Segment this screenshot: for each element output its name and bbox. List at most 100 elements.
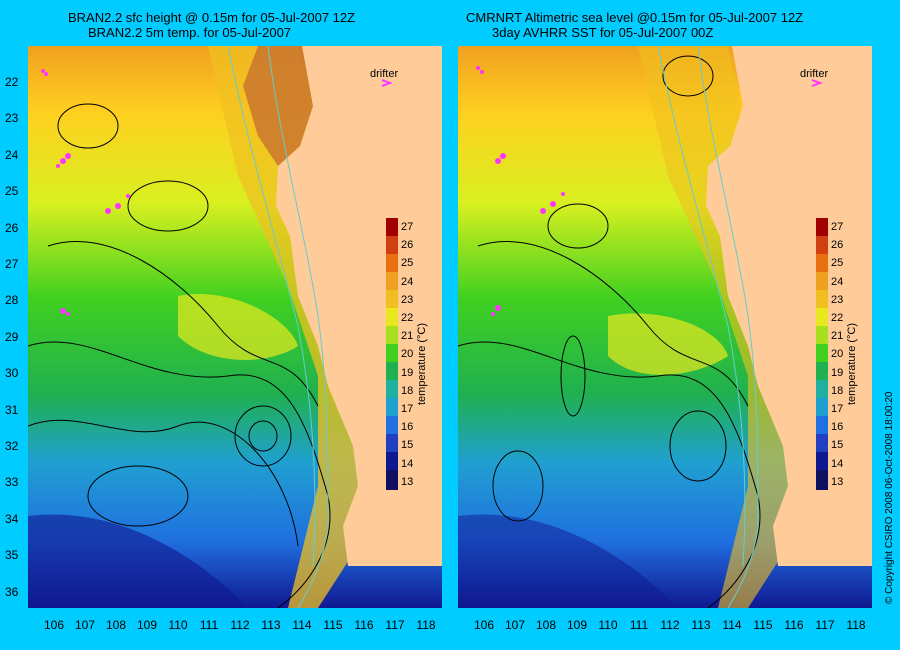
left-lon-tick-112: 112 <box>230 618 250 632</box>
left-colorbar-title: temperature (°C) <box>416 322 428 405</box>
left-lon-tick-116: 116 <box>354 618 374 632</box>
right-colorbar-label-24: 24 <box>831 275 844 288</box>
right-drifter-label: drifter <box>800 68 829 80</box>
left-colorbar-label-15: 15 <box>401 439 414 452</box>
right-colorbar-label-18: 18 <box>831 384 844 397</box>
right-lon-tick-114: 114 <box>722 618 742 632</box>
lat-tick-24: 24 <box>5 147 19 162</box>
left-colorbar-label-14: 14 <box>401 457 414 470</box>
colorbar <box>816 218 828 490</box>
sea-level-contours <box>28 103 331 608</box>
lat-tick-30: 30 <box>5 366 19 381</box>
right-map-svg <box>458 46 872 608</box>
right-lon-tick-117: 117 <box>815 618 835 632</box>
left-drifter-label: drifter <box>370 68 399 80</box>
isobaths <box>657 46 759 608</box>
left-lon-tick-114: 114 <box>292 618 312 632</box>
right-colorbar-label-17: 17 <box>831 403 844 415</box>
warm-tongue <box>608 313 728 375</box>
cold-pool <box>28 514 248 608</box>
lat-tick-32: 32 <box>5 439 19 453</box>
right-colorbar-label-14: 14 <box>831 457 844 470</box>
right-lon-tick-116: 116 <box>784 618 804 632</box>
isobaths <box>227 46 329 608</box>
left-map-panel <box>28 46 442 608</box>
left-colorbar-label-27: 27 <box>401 221 414 233</box>
left-lon-tick-109: 109 <box>136 618 158 632</box>
left-colorbar-label-26: 26 <box>401 239 414 252</box>
right-colorbar-title: temperature (°C) <box>846 322 858 405</box>
right-colorbar-label-13: 13 <box>831 475 844 488</box>
land-mass <box>706 46 872 566</box>
lat-tick-31: 31 <box>5 402 19 417</box>
warm-tongue <box>178 294 298 360</box>
left-colorbar-label-16: 16 <box>401 421 414 434</box>
right-colorbar-label-23: 23 <box>831 293 844 306</box>
lat-tick-34: 34 <box>5 511 19 526</box>
lat-tick-26: 26 <box>5 220 19 235</box>
right-colorbar-label-20: 20 <box>831 348 844 361</box>
right-colorbar-label-15: 15 <box>831 439 844 452</box>
lat-tick-25: 25 <box>5 184 19 199</box>
left-colorbar-label-22: 22 <box>401 312 414 324</box>
right-lon-tick-111: 111 <box>629 618 649 632</box>
drifter-tracks <box>476 66 565 316</box>
lat-tick-35: 35 <box>5 548 19 563</box>
left-lon-tick-107: 107 <box>74 618 96 632</box>
drifter-legend-symbol <box>811 79 823 87</box>
right-title-line2: 3day AVHRR SST for 05-Jul-2007 00Z <box>492 25 714 40</box>
left-title-line1: BRAN2.2 sfc height @ 0.15m for 05-Jul-20… <box>68 10 356 25</box>
left-colorbar-label-20: 20 <box>401 348 414 361</box>
lat-tick-28: 28 <box>5 293 19 308</box>
copyright-label: © Copyright CSIRO 2008 06-Oct-2008 18:00… <box>884 391 895 605</box>
left-lon-tick-106: 106 <box>43 618 65 632</box>
right-lon-tick-107: 107 <box>504 618 526 632</box>
cold-pool <box>458 514 678 608</box>
lat-tick-36: 36 <box>5 584 19 599</box>
right-lon-tick-112: 112 <box>660 618 680 632</box>
left-lon-tick-117: 117 <box>385 618 405 632</box>
right-colorbar-label-26: 26 <box>831 239 844 252</box>
left-lon-tick-118: 118 <box>416 618 436 632</box>
drifter-legend-symbol <box>381 79 393 87</box>
left-colorbar-label-24: 24 <box>401 275 414 288</box>
left-colorbar-label-19: 19 <box>401 366 414 379</box>
right-title-line1: CMRNRT Altimetric sea level @0.15m for 0… <box>466 10 804 25</box>
left-map-svg <box>28 46 442 608</box>
left-colorbar-label-21: 21 <box>401 330 414 343</box>
left-colorbar-label-18: 18 <box>401 384 414 397</box>
left-colorbar-label-23: 23 <box>401 293 414 306</box>
right-lon-tick-108: 108 <box>535 618 557 632</box>
right-lon-tick-113: 113 <box>691 618 711 632</box>
left-lon-tick-113: 113 <box>261 618 281 632</box>
right-lon-tick-109: 109 <box>566 618 588 632</box>
left-lon-tick-111: 111 <box>199 618 219 632</box>
right-lon-tick-115: 115 <box>753 618 773 632</box>
left-title-line2: BRAN2.2 5m temp. for 05-Jul-2007 <box>88 25 292 40</box>
lat-tick-23: 23 <box>5 111 19 126</box>
lat-tick-33: 33 <box>5 475 19 490</box>
left-colorbar-label-17: 17 <box>401 403 414 415</box>
right-colorbar-label-27: 27 <box>831 221 844 233</box>
right-colorbar-label-19: 19 <box>831 366 844 379</box>
land-mass <box>276 46 442 566</box>
colorbar <box>386 218 398 490</box>
left-lon-tick-110: 110 <box>168 618 188 632</box>
right-colorbar-label-16: 16 <box>831 421 844 434</box>
left-colorbar-label-13: 13 <box>401 475 414 488</box>
right-colorbar-label-21: 21 <box>831 330 844 343</box>
lat-tick-29: 29 <box>5 329 19 344</box>
right-lon-tick-110: 110 <box>598 618 618 632</box>
north-cape <box>243 46 313 166</box>
drifter-tracks <box>41 69 130 316</box>
lat-tick-22: 22 <box>5 75 19 89</box>
lat-tick-27: 27 <box>5 257 19 271</box>
right-lon-tick-118: 118 <box>846 618 866 632</box>
right-map-panel <box>458 46 872 608</box>
left-lon-tick-108: 108 <box>105 618 127 632</box>
right-lon-tick-106: 106 <box>473 618 495 632</box>
right-colorbar-label-22: 22 <box>831 312 844 324</box>
right-colorbar-label-25: 25 <box>831 257 844 270</box>
left-lon-tick-115: 115 <box>323 618 343 632</box>
left-colorbar-label-25: 25 <box>401 257 414 270</box>
